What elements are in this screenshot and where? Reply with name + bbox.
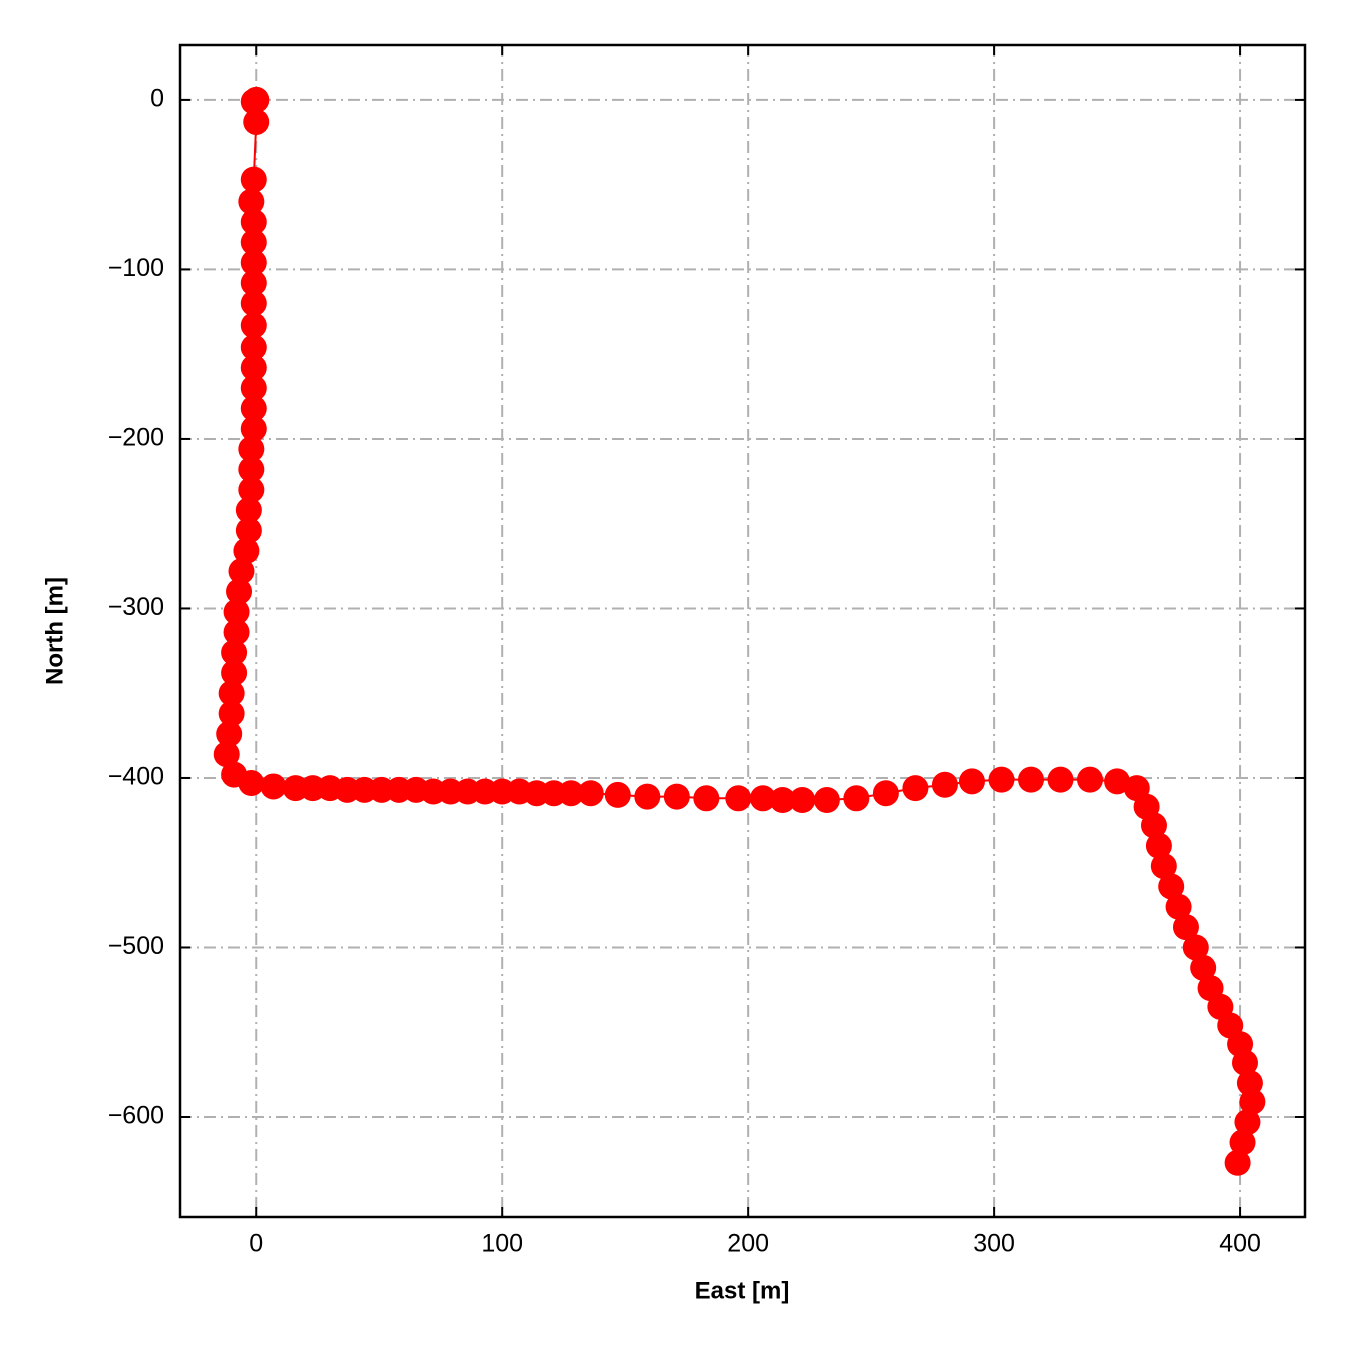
marker [749,785,776,812]
marker [223,619,250,646]
marker [1150,853,1177,880]
y-tick-label: −200 [108,424,164,452]
marker [238,188,265,215]
marker [233,537,260,564]
marker [238,770,265,797]
marker [226,578,253,605]
marker [240,249,267,276]
marker [769,787,796,814]
x-tick-label: 300 [973,1230,1015,1258]
marker [238,436,265,463]
marker [240,395,267,422]
marker [1165,893,1192,920]
marker [872,780,899,807]
marker [1224,1149,1251,1176]
marker [221,659,248,686]
marker [1172,914,1199,941]
marker [1190,954,1217,981]
marker [213,741,240,768]
y-tick-label: 0 [150,85,164,113]
marker [240,229,267,256]
marker [218,700,245,727]
marker [958,768,985,795]
marker [1229,1129,1256,1156]
marker [235,517,262,544]
marker [216,720,243,747]
marker [1182,934,1209,961]
marker [604,781,631,808]
marker [260,773,287,800]
marker [789,787,816,814]
y-tick-label: −600 [108,1102,164,1130]
marker [1018,766,1045,793]
marker [238,476,265,503]
x-axis-label: East [m] [695,1277,790,1304]
marker [221,639,248,666]
y-tick-label: −300 [108,593,164,621]
marker [243,108,270,135]
marker [240,208,267,235]
y-tick-label: −100 [108,254,164,282]
marker [988,766,1015,793]
marker [558,780,585,807]
marker [240,334,267,361]
marker [843,785,870,812]
marker [1158,873,1185,900]
marker [725,785,752,812]
marker [1239,1088,1266,1115]
marker [1234,1109,1261,1136]
marker [1104,768,1131,795]
x-tick-label: 200 [727,1230,769,1258]
marker [240,354,267,381]
marker [693,785,720,812]
marker [634,783,661,810]
marker [223,598,250,625]
marker [1077,766,1104,793]
x-tick-label: 0 [249,1230,263,1258]
marker [577,780,604,807]
marker [240,312,267,339]
plot-frame [178,43,1307,1219]
y-tick-label: −400 [108,763,164,791]
x-tick-label: 100 [481,1230,523,1258]
x-tick-label: 400 [1219,1230,1261,1258]
marker [240,269,267,296]
marker [663,783,690,810]
marker [1145,832,1172,859]
marker [240,290,267,317]
marker [240,166,267,193]
trajectory-line [225,99,1254,1163]
marker [931,771,958,798]
y-tick-label: −500 [108,932,164,960]
marker [240,415,267,442]
y-axis-label: North [m] [41,577,68,685]
marker [902,775,929,802]
marker [1140,812,1167,839]
marker [1231,1049,1258,1076]
marker [218,680,245,707]
marker [1047,766,1074,793]
marker [228,558,255,585]
marker [240,88,267,115]
marker [238,456,265,483]
marker [813,787,840,814]
marker [235,497,262,524]
marker [240,375,267,402]
